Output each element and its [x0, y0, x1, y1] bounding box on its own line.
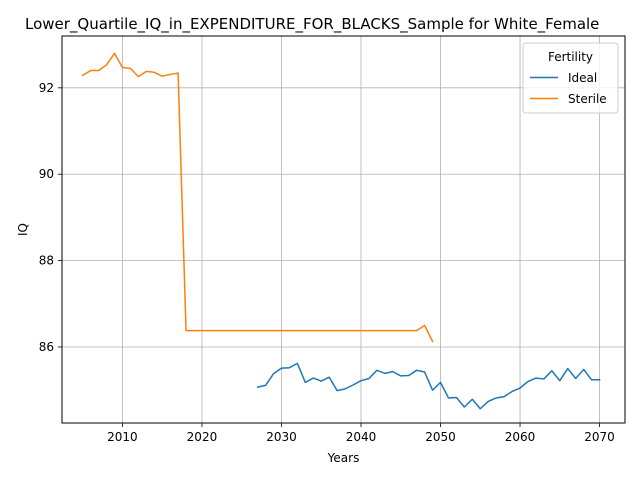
legend-box: [522, 42, 619, 114]
series-layer: [81, 52, 601, 410]
legend-title: Fertility: [548, 50, 593, 64]
x-tick-label: 2030: [266, 430, 297, 444]
x-axis-label: Years: [327, 451, 360, 465]
series-line-sterile: [81, 52, 434, 343]
x-tick-label: 2020: [187, 430, 218, 444]
x-tick-label: 2070: [584, 430, 615, 444]
y-axis: 86 88 90 92: [39, 81, 62, 354]
x-tick-label: 2010: [107, 430, 138, 444]
series-line-ideal: [256, 362, 601, 410]
y-axis-label: IQ: [16, 223, 30, 236]
x-tick-label: 2040: [346, 430, 377, 444]
y-tick-label: 90: [39, 167, 54, 181]
y-tick-label: 92: [39, 81, 54, 95]
x-axis: 2010 2020 2030 2040 2050 2060 2070: [107, 423, 615, 444]
legend-label-sterile: Sterile: [568, 92, 607, 106]
y-tick-label: 88: [39, 254, 54, 268]
legend: Fertility Ideal Sterile: [522, 42, 619, 114]
grid-lines: [62, 36, 625, 423]
y-tick-label: 86: [39, 340, 54, 354]
chart-title: Lower_Quartile_IQ_in_EXPENDITURE_FOR_BLA…: [25, 15, 599, 34]
x-tick-label: 2050: [425, 430, 456, 444]
x-tick-label: 2060: [505, 430, 536, 444]
plot-frame: [61, 35, 626, 424]
legend-label-ideal: Ideal: [568, 71, 597, 85]
